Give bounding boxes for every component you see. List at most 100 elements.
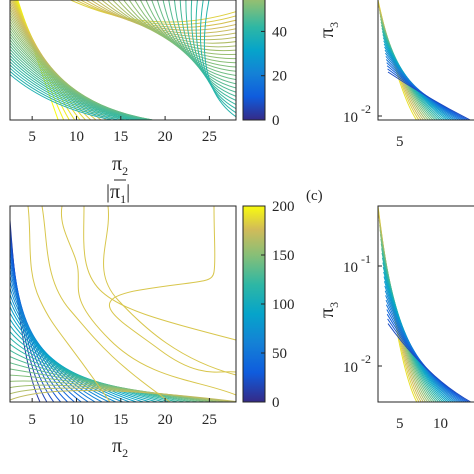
contour-line [74, 0, 236, 26]
contour-line [383, 271, 449, 402]
panel-c-axes [377, 0, 474, 121]
panel-a-colorbar-ticks: 0204060 [261, 24, 287, 129]
panel-a-axes [9, 0, 237, 121]
colorbar-tick-label: 20 [272, 69, 287, 85]
contour-line [79, 0, 236, 28]
panel-d-axes [377, 205, 474, 403]
contour-line [10, 325, 158, 402]
contour-line [381, 27, 439, 120]
panel-c: π3 10 -2 5 [316, 0, 474, 150]
panel-c-ytick-base: 10 [343, 110, 358, 126]
x-tick-label: 10 [69, 129, 84, 145]
contour-line [168, 0, 236, 89]
panel-d-xtick-2: 10 [433, 416, 448, 432]
contour-line [382, 262, 444, 402]
panel-a-x-ticks: 5 10 15 20 25 [28, 116, 217, 145]
contour-line [10, 32, 152, 120]
contour-line [10, 57, 146, 120]
panel-c-xtick: 5 [396, 134, 404, 150]
contour-line [381, 257, 442, 402]
contour-line [27, 206, 111, 402]
panel-d-ylabel: π3 [316, 302, 341, 318]
contour-line [381, 31, 441, 120]
x-tick-label: 20 [158, 129, 173, 145]
colorbar-tick-label: 50 [272, 346, 287, 362]
contour-line [378, 210, 420, 402]
panel-d-ytick-2-base: 10 [343, 360, 358, 376]
contour-line [10, 29, 150, 120]
colorbar-tick-label: 0 [272, 113, 280, 129]
contour-line [10, 42, 156, 120]
colorbar-tick-label: 100 [272, 297, 295, 313]
panel-d: π3 10 -1 10 -2 5 10 [316, 205, 474, 432]
contour-line [41, 206, 171, 402]
colorbar-tick-label: 0 [272, 395, 280, 411]
x-tick-label: 20 [158, 412, 173, 428]
panel-d-ytick-2-exp: -2 [361, 352, 371, 366]
contour-line [10, 73, 116, 120]
contour-line [10, 60, 141, 120]
contour-line [103, 206, 236, 376]
contour-line [179, 0, 236, 97]
panel-c-ylabel: π3 [316, 22, 341, 38]
contour-line [10, 67, 129, 120]
contour-line [10, 368, 206, 402]
panel-a-colorbar [242, 0, 266, 121]
panel-b: |π1| 5 10 15 20 25 π2 0 50 100 150 200 [9, 179, 295, 460]
panel-a-contours [10, 0, 236, 120]
contour-line [106, 0, 236, 44]
contour-line [10, 390, 236, 402]
contour-line [108, 206, 236, 373]
panel-a-xlabel: π2 [112, 153, 128, 178]
contour-line [10, 54, 150, 120]
panel-b-xlabel: π2 [112, 435, 128, 460]
colorbar-tick-label: 40 [272, 24, 287, 40]
contour-line [10, 64, 135, 120]
panel-b-title: |π1| [106, 181, 130, 206]
contour-line [199, 0, 236, 114]
x-tick-label: 10 [69, 412, 84, 428]
contour-line [378, 0, 418, 120]
contour-line [10, 343, 179, 402]
contour-line [83, 206, 236, 341]
contour-line [10, 51, 153, 120]
x-tick-label: 5 [28, 412, 36, 428]
contour-line [203, 0, 236, 118]
contour-line [378, 3, 420, 120]
contour-line [10, 70, 123, 120]
panel-b-axes [9, 205, 237, 403]
panel-b-contours [10, 206, 236, 402]
x-tick-label: 15 [113, 412, 128, 428]
x-tick-label: 25 [202, 412, 217, 428]
colorbar-tick-label: 200 [272, 199, 295, 215]
contour-line [195, 0, 236, 110]
contour-line [185, 0, 236, 101]
contour-line [10, 319, 151, 402]
contour-line [10, 331, 165, 402]
contour-line [190, 0, 236, 105]
contour-line [151, 0, 236, 76]
contour-line [69, 0, 236, 23]
contour-line [10, 45, 156, 120]
contour-line [10, 38, 156, 120]
contour-line [10, 48, 155, 120]
contour-line [10, 356, 192, 402]
panel-b-x-ticks: 5 10 15 20 25 [28, 398, 217, 428]
panel-d-ytick-1-exp: -1 [361, 252, 371, 266]
panel-c-contours [378, 0, 472, 120]
contour-line [10, 362, 199, 402]
contour-line [85, 0, 236, 31]
contour-line [10, 35, 154, 120]
contour-line [382, 267, 446, 402]
panel-d-contours [378, 206, 472, 402]
panel-d-ytick-1-base: 10 [343, 260, 358, 276]
colorbar-tick-label: 150 [272, 248, 295, 264]
contour-line [101, 0, 236, 41]
contour-line [174, 0, 236, 93]
contour-line [10, 374, 213, 402]
x-tick-label: 5 [28, 129, 36, 145]
x-tick-label: 25 [202, 129, 217, 145]
contour-line [162, 0, 236, 85]
panel-d-xtick-1: 5 [396, 416, 404, 432]
